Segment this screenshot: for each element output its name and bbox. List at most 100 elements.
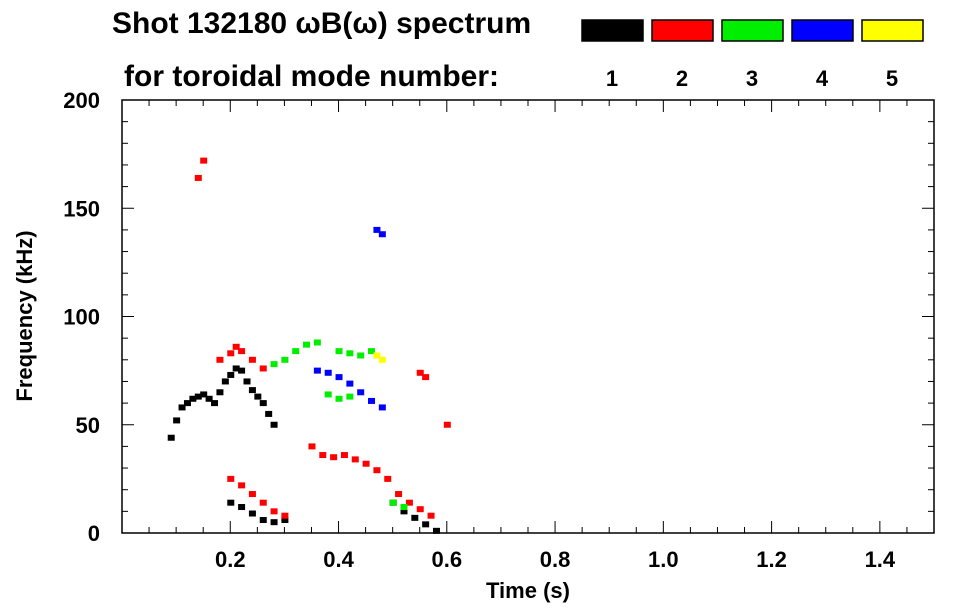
chart-title-line1: Shot 132180 ωB(ω) spectrum [112, 7, 531, 40]
data-point-mode-1 [211, 400, 219, 407]
y-axis-title: Frequency (kHz) [12, 230, 37, 401]
x-tick-label: 1.4 [865, 547, 896, 572]
data-point-mode-2 [194, 174, 202, 181]
data-point-mode-4 [373, 226, 381, 233]
data-point-mode-1 [432, 527, 440, 534]
data-point-mode-2 [384, 475, 392, 482]
axis-ticks [122, 100, 934, 533]
data-point-mode-2 [443, 421, 451, 428]
x-tick-label: 0.4 [323, 547, 354, 572]
data-point-mode-3 [346, 393, 354, 400]
legend-label-2: 2 [676, 66, 688, 91]
data-point-mode-1 [248, 510, 256, 517]
data-point-mode-2 [281, 512, 289, 519]
data-point-mode-3 [335, 348, 343, 355]
data-point-mode-1 [400, 508, 408, 515]
data-point-mode-3 [346, 350, 354, 357]
chart-title-line2: for toroidal mode number: [124, 60, 499, 93]
legend: 1 2 3 4 5 [581, 19, 924, 91]
data-point-mode-1 [248, 387, 256, 394]
data-point-mode-2 [416, 369, 424, 376]
data-point-mode-4 [357, 389, 365, 396]
legend-label-3: 3 [746, 66, 758, 91]
data-point-mode-5 [373, 352, 381, 359]
x-tick-label: 0.8 [540, 547, 571, 572]
data-point-mode-5 [378, 356, 386, 363]
data-point-mode-1 [238, 367, 246, 374]
legend-swatch-2 [651, 19, 714, 42]
data-point-mode-4 [368, 397, 376, 404]
data-point-mode-3 [292, 348, 300, 355]
data-point-mode-2 [427, 512, 435, 519]
data-point-mode-1 [173, 417, 181, 424]
data-point-mode-2 [200, 157, 208, 164]
y-tick-label: 50 [76, 413, 100, 438]
data-point-mode-1 [270, 421, 278, 428]
data-point-mode-2 [308, 443, 316, 450]
data-point-mode-2 [319, 452, 327, 459]
data-point-mode-1 [243, 378, 251, 385]
data-point-mode-1 [167, 434, 175, 441]
legend-swatch-1 [581, 19, 644, 42]
data-point-mode-4 [335, 374, 343, 381]
legend-swatch-4 [791, 19, 854, 42]
data-point-mode-2 [362, 460, 370, 467]
data-point-mode-3 [357, 352, 365, 359]
data-point-mode-2 [227, 350, 235, 357]
data-marks [167, 157, 451, 534]
data-point-mode-3 [270, 361, 278, 368]
data-point-mode-2 [259, 499, 267, 506]
x-tick-label: 0.6 [432, 547, 463, 572]
data-point-mode-2 [351, 456, 359, 463]
legend-swatch-3 [721, 19, 784, 42]
data-point-mode-1 [259, 400, 267, 407]
data-point-mode-1 [238, 504, 246, 511]
data-point-mode-3 [389, 499, 397, 506]
data-point-mode-1 [259, 517, 267, 524]
x-tick-label: 1.0 [648, 547, 679, 572]
legend-label-4: 4 [816, 66, 829, 91]
x-tick-label: 1.2 [756, 547, 787, 572]
data-point-mode-2 [238, 348, 246, 355]
data-point-mode-3 [281, 356, 289, 363]
data-point-mode-4 [378, 404, 386, 411]
y-tick-label: 200 [63, 88, 100, 113]
data-point-mode-1 [227, 499, 235, 506]
data-point-mode-1 [422, 521, 430, 528]
y-tick-label: 100 [63, 305, 100, 330]
data-point-mode-1 [189, 395, 197, 402]
data-point-mode-1 [216, 389, 224, 396]
data-point-mode-2 [373, 467, 381, 474]
data-point-mode-3 [313, 339, 321, 346]
data-point-mode-1 [265, 410, 273, 417]
data-point-mode-1 [232, 365, 240, 372]
legend-label-1: 1 [606, 66, 618, 91]
data-point-mode-3 [335, 395, 343, 402]
y-tick-label: 150 [63, 196, 100, 221]
data-point-mode-3 [324, 391, 332, 398]
data-point-mode-2 [405, 499, 413, 506]
data-point-mode-1 [194, 393, 202, 400]
data-point-mode-1 [178, 404, 186, 411]
data-point-mode-1 [205, 395, 213, 402]
y-tick-label: 0 [88, 521, 100, 546]
data-point-mode-2 [259, 365, 267, 372]
plot-frame [121, 99, 935, 534]
tick-labels: 0.2 0.4 0.6 0.8 1.0 1.2 1.4 0 50 100 150 200 [63, 88, 896, 572]
data-point-mode-2 [395, 491, 403, 498]
data-point-mode-4 [313, 367, 321, 374]
data-point-mode-1 [411, 514, 419, 521]
data-point-mode-1 [254, 393, 262, 400]
data-point-mode-2 [238, 482, 246, 489]
data-point-mode-2 [248, 356, 256, 363]
legend-swatch-5 [861, 19, 924, 42]
data-point-mode-4 [378, 231, 386, 238]
data-point-mode-2 [227, 475, 235, 482]
data-point-mode-2 [216, 356, 224, 363]
data-point-mode-1 [200, 391, 208, 398]
data-point-mode-4 [346, 380, 354, 387]
data-point-mode-1 [281, 517, 289, 524]
data-point-mode-1 [227, 371, 235, 378]
data-point-mode-3 [400, 504, 408, 511]
